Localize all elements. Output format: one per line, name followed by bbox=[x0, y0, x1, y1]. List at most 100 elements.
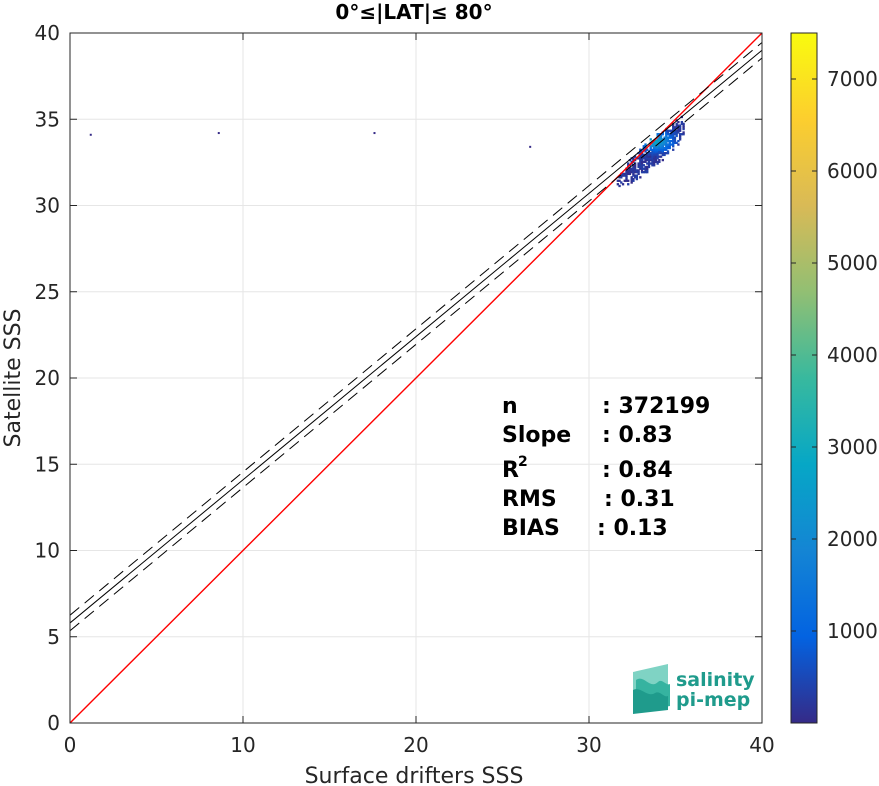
density-cell bbox=[654, 155, 658, 158]
density-cell bbox=[672, 133, 675, 136]
density-cell bbox=[658, 160, 661, 163]
density-cell bbox=[630, 167, 633, 170]
density-cell bbox=[677, 131, 680, 134]
density-cell bbox=[675, 124, 678, 127]
stats-box: n : 372199 Slope : 0.83 R 2 : 0.84 RMS :… bbox=[502, 394, 710, 541]
density-cell bbox=[639, 158, 642, 162]
density-cell bbox=[675, 141, 678, 144]
density-cell bbox=[651, 158, 654, 162]
density-cell bbox=[672, 139, 675, 143]
density-cell bbox=[644, 165, 647, 169]
density-cell bbox=[665, 136, 668, 139]
density-cell bbox=[649, 145, 652, 148]
density-cell bbox=[639, 167, 642, 170]
x-ticks: 0 10 20 30 40 bbox=[64, 33, 775, 757]
density-cell bbox=[635, 176, 639, 179]
colorbar bbox=[790, 32, 818, 724]
density-cell bbox=[654, 148, 658, 151]
density-cell bbox=[647, 160, 651, 163]
density-cell bbox=[621, 174, 625, 177]
density-cell bbox=[653, 158, 656, 162]
density-cell bbox=[640, 169, 644, 172]
density-cell bbox=[678, 127, 682, 131]
density-cell bbox=[672, 141, 675, 144]
density-cell bbox=[651, 150, 654, 153]
density-cell bbox=[665, 145, 668, 148]
logo-line2: pi-mep bbox=[676, 689, 750, 711]
density-cell bbox=[659, 152, 663, 155]
density-cell bbox=[644, 167, 647, 170]
density-cell bbox=[656, 150, 659, 153]
density-cell bbox=[649, 152, 652, 155]
density-cell bbox=[673, 136, 677, 139]
density-cell bbox=[627, 169, 630, 172]
density-cell bbox=[658, 138, 661, 141]
density-cell bbox=[661, 141, 664, 144]
density-cell bbox=[651, 143, 654, 146]
density-cell bbox=[625, 174, 628, 177]
density-cell bbox=[616, 179, 620, 182]
confidence-line bbox=[70, 57, 762, 632]
density-cell bbox=[673, 133, 677, 136]
density-cell bbox=[644, 157, 647, 160]
density-cell bbox=[666, 143, 670, 146]
density-cell bbox=[682, 131, 685, 134]
density-cell bbox=[670, 133, 673, 136]
density-cell bbox=[627, 179, 630, 182]
density-cell bbox=[682, 126, 685, 129]
density-cell bbox=[659, 143, 663, 146]
density-cell bbox=[632, 157, 635, 160]
density-cell bbox=[661, 148, 664, 151]
density-cell bbox=[627, 164, 630, 167]
density-cell bbox=[653, 160, 656, 163]
density-cell bbox=[670, 134, 673, 138]
density-cell bbox=[663, 141, 666, 144]
density-cell bbox=[656, 138, 659, 141]
density-cell bbox=[644, 169, 647, 172]
density-cell bbox=[644, 155, 647, 158]
density-cell bbox=[661, 152, 664, 155]
density-cell bbox=[633, 174, 637, 177]
density-cell bbox=[646, 157, 649, 160]
x-tick-label: 0 bbox=[64, 733, 77, 757]
density-cell bbox=[663, 139, 666, 143]
density-cell bbox=[658, 152, 661, 155]
density-cell bbox=[630, 179, 633, 182]
density-cell bbox=[658, 148, 661, 151]
density-cell bbox=[653, 162, 656, 165]
density-cell bbox=[680, 122, 684, 126]
density-cell bbox=[653, 143, 656, 146]
density-cell bbox=[668, 136, 671, 139]
density-cell bbox=[630, 177, 633, 181]
stat-n-value: : 372199 bbox=[602, 394, 710, 419]
density-cell bbox=[632, 177, 635, 181]
density-cell bbox=[651, 152, 654, 155]
density-cell bbox=[625, 171, 628, 174]
stat-rms-label: RMS bbox=[502, 487, 557, 512]
density-cell bbox=[651, 164, 654, 167]
density-cell bbox=[666, 146, 670, 150]
density-cell bbox=[673, 139, 677, 143]
density-cell bbox=[628, 171, 632, 174]
density-cell bbox=[666, 136, 670, 139]
density-cell bbox=[640, 171, 644, 174]
density-cell bbox=[663, 146, 666, 150]
density-cell bbox=[649, 157, 652, 160]
density-cell bbox=[677, 129, 680, 132]
density-cell bbox=[646, 155, 649, 158]
density-cell bbox=[673, 141, 677, 144]
density-cell bbox=[654, 150, 658, 153]
density-cell bbox=[666, 145, 670, 148]
x-tick-label: 30 bbox=[576, 733, 601, 757]
density-cell bbox=[661, 133, 664, 136]
density-cell bbox=[640, 150, 644, 153]
density-cell bbox=[656, 134, 659, 138]
density-cell bbox=[640, 153, 644, 157]
x-axis-label: Surface drifters SSS bbox=[305, 764, 524, 786]
density-cell bbox=[640, 167, 644, 170]
density-cell bbox=[639, 148, 642, 151]
density-cell bbox=[654, 152, 658, 155]
density-cell bbox=[661, 143, 664, 146]
density-cell bbox=[644, 160, 647, 163]
density-cell bbox=[663, 152, 666, 155]
